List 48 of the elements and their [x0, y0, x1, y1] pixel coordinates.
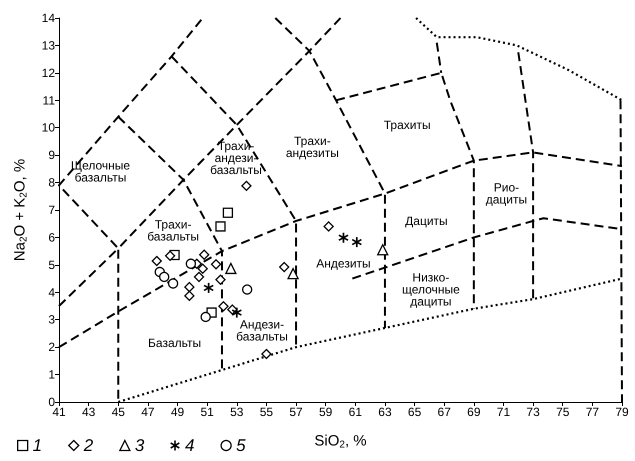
x-tick-label: 71: [496, 405, 510, 419]
x-tick-label: 75: [556, 405, 570, 419]
y-tick-label: 9: [48, 148, 56, 162]
annotation: Рио- дациты: [486, 180, 528, 207]
legend-label: 4: [185, 436, 194, 455]
legend-label: 3: [134, 436, 145, 455]
annotation: Низко- щелочные дациты: [402, 270, 460, 309]
annotation: Дациты: [405, 214, 448, 228]
y-tick-label: 13: [42, 38, 56, 52]
y-tick-label: 6: [48, 230, 56, 244]
y-tick-label: 2: [48, 340, 56, 354]
legend-label: 2: [82, 436, 94, 455]
annotation: Трахи- андезиты: [286, 134, 339, 160]
y-tick-label: 8: [48, 176, 56, 190]
legend-label: 5: [236, 436, 246, 455]
x-tick-label: 45: [112, 405, 126, 419]
y-tick-label: 5: [48, 258, 56, 272]
x-tick-label: 51: [200, 405, 214, 419]
x-tick-label: 65: [408, 405, 422, 419]
y-axis-title: Na2O + K2O, %: [12, 158, 30, 262]
x-tick-label: 49: [170, 405, 185, 419]
annotation: Андезиты: [316, 256, 371, 270]
y-tick-label: 11: [42, 93, 56, 108]
y-tick-label: 3: [48, 312, 56, 327]
x-tick-label: 69: [467, 405, 481, 419]
x-tick-label: 53: [230, 405, 244, 419]
annotation: Андези- базальты: [236, 318, 288, 344]
x-tick-label: 63: [378, 405, 392, 419]
y-tick-label: 1: [48, 368, 56, 382]
y-tick-label: 14: [42, 11, 56, 25]
x-tick-label: 61: [348, 405, 362, 419]
y-tick-label: 10: [42, 120, 56, 135]
x-tick-label: 43: [82, 405, 96, 419]
x-tick-label: 47: [141, 405, 155, 419]
x-tick-label: 67: [438, 405, 452, 419]
x-tick-label: 79: [615, 405, 629, 419]
y-tick-label: 7: [48, 203, 56, 217]
x-tick-label: 77: [586, 405, 600, 419]
x-tick-label: 57: [289, 405, 304, 419]
x-tick-label: 73: [526, 405, 540, 419]
x-tick-label: 55: [260, 405, 274, 419]
y-tick-label: 4: [48, 285, 56, 300]
annotation: Щелочные базальты: [70, 158, 130, 185]
annotation: Трахи- базальты: [147, 218, 199, 244]
annotation: Базальты: [148, 336, 202, 350]
annotation: Трахиты: [384, 118, 431, 132]
x-tick-label: 59: [319, 405, 333, 419]
y-tick-label: 12: [42, 66, 56, 80]
